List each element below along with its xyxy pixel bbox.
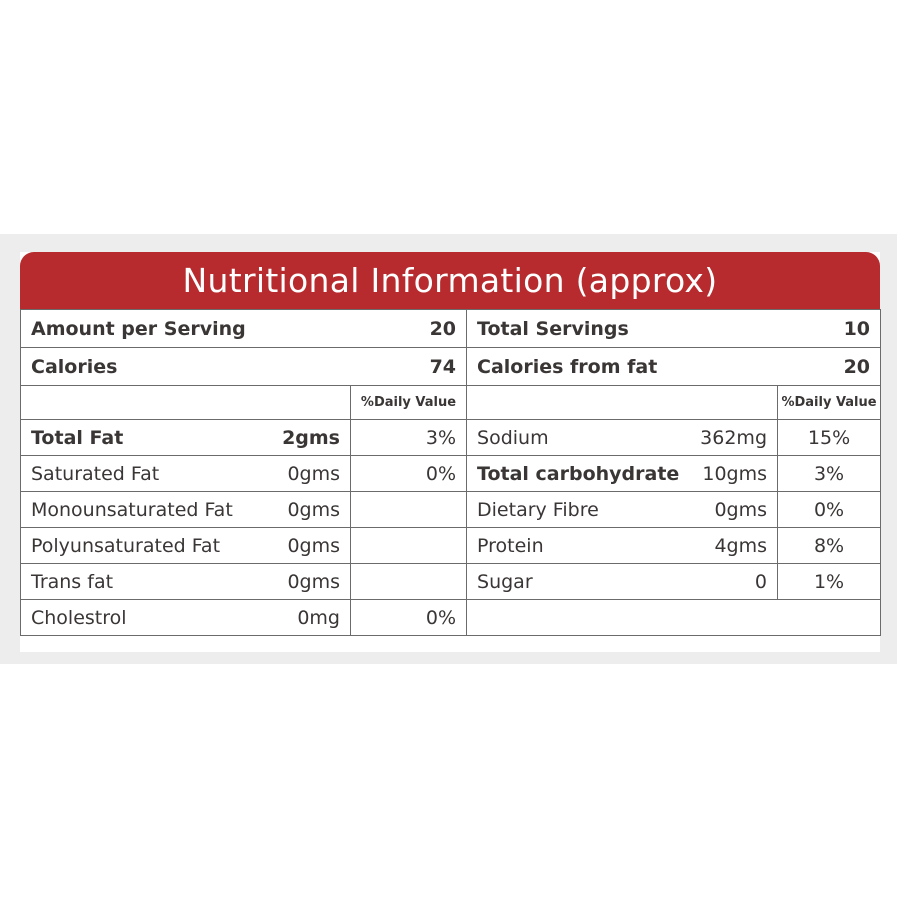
nutrient-name: Monounsaturated Fat xyxy=(31,498,233,521)
nutrient-daily-value: 0% xyxy=(777,491,882,528)
nutrient-cell-right: Dietary Fibre 0gms xyxy=(466,491,779,528)
summary-row-1: Amount per Serving 20 Total Servings 10 xyxy=(19,309,882,348)
nutrient-name: Sugar xyxy=(477,570,533,593)
nutrient-cell-right: Sodium 362mg xyxy=(466,419,779,456)
empty-cell-right xyxy=(466,599,882,636)
label-title: Nutritional Information (approx) xyxy=(20,252,880,309)
nutrient-row: Cholestrol 0mg 0% xyxy=(20,599,882,636)
nutrient-name: Polyunsaturated Fat xyxy=(31,534,221,557)
nutrient-cell-left: Polyunsaturated Fat 0gms xyxy=(20,527,351,564)
nutrition-label: Nutritional Information (approx) Amount … xyxy=(19,252,882,652)
daily-value-header-row: %Daily Value %Daily Value xyxy=(20,385,882,420)
nutrient-daily-value: 1% xyxy=(777,563,882,600)
nutrient-name: Cholestrol xyxy=(31,606,127,629)
nutrient-daily-value xyxy=(349,527,468,564)
summary-row-2: Calories 74 Calories from fat 20 xyxy=(19,347,882,386)
nutrient-amount: 4gms xyxy=(714,534,768,557)
nutrient-amount: 362mg xyxy=(700,426,768,449)
nutrient-amount: 10gms xyxy=(702,462,768,485)
nutrient-cell-right: Sugar 0 xyxy=(466,563,779,600)
nutrient-cell-left: Saturated Fat 0gms xyxy=(20,455,351,492)
nutrient-amount: 0gms xyxy=(287,534,340,557)
nutrient-cell-right: Protein 4gms xyxy=(466,527,779,564)
nutrient-name: Trans fat xyxy=(31,570,114,593)
nutrient-daily-value: 3% xyxy=(349,419,468,456)
nutrient-amount: 0gms xyxy=(287,462,340,485)
amount-per-serving-cell: Amount per Serving 20 xyxy=(19,309,468,348)
calories-value: 74 xyxy=(429,355,457,378)
nutrition-table: Amount per Serving 20 Total Servings 10 … xyxy=(19,309,882,636)
nutrient-cell-right: Total carbohydrate 10gms xyxy=(466,455,779,492)
empty-header-cell-left xyxy=(20,385,351,420)
nutrient-row: Total Fat 2gms 3% Sodium 362mg 15% xyxy=(20,419,882,456)
nutrient-amount: 0mg xyxy=(297,606,340,629)
nutrient-row: Saturated Fat 0gms 0% Total carbohydrate… xyxy=(20,455,882,492)
amount-per-serving-label: Amount per Serving xyxy=(31,317,246,340)
nutrient-row: Polyunsaturated Fat 0gms Protein 4gms 8% xyxy=(20,527,882,564)
calories-label: Calories xyxy=(31,355,118,378)
nutrient-row: Monounsaturated Fat 0gms Dietary Fibre 0… xyxy=(20,491,882,528)
nutrient-amount: 0 xyxy=(754,570,768,593)
nutrient-row: Trans fat 0gms Sugar 0 1% xyxy=(20,563,882,600)
nutrient-name: Saturated Fat xyxy=(31,462,160,485)
nutrient-amount: 0gms xyxy=(287,498,340,521)
daily-value-header-right: %Daily Value xyxy=(777,385,882,420)
total-servings-cell: Total Servings 10 xyxy=(466,309,882,348)
nutrient-daily-value: 15% xyxy=(777,419,882,456)
empty-header-cell-right xyxy=(466,385,779,420)
nutrient-daily-value: 3% xyxy=(777,455,882,492)
nutrient-name: Total carbohydrate xyxy=(477,462,680,485)
nutrient-cell-left: Monounsaturated Fat 0gms xyxy=(20,491,351,528)
nutrient-amount: 0gms xyxy=(714,498,768,521)
nutrient-name: Protein xyxy=(477,534,544,557)
nutrient-amount: 0gms xyxy=(287,570,340,593)
nutrient-daily-value: 0% xyxy=(349,455,468,492)
nutrient-name: Sodium xyxy=(477,426,549,449)
total-servings-label: Total Servings xyxy=(477,317,629,340)
amount-per-serving-value: 20 xyxy=(429,317,457,340)
nutrient-name: Total Fat xyxy=(31,426,124,449)
daily-value-header-left: %Daily Value xyxy=(349,385,468,420)
calories-from-fat-value: 20 xyxy=(843,355,871,378)
nutrient-daily-value xyxy=(349,563,468,600)
calories-from-fat-cell: Calories from fat 20 xyxy=(466,347,882,386)
total-servings-value: 10 xyxy=(843,317,871,340)
nutrient-daily-value: 8% xyxy=(777,527,882,564)
nutrient-cell-left: Trans fat 0gms xyxy=(20,563,351,600)
nutrient-cell-left: Total Fat 2gms xyxy=(20,419,351,456)
nutrient-amount: 2gms xyxy=(282,426,340,449)
calories-from-fat-label: Calories from fat xyxy=(477,355,658,378)
nutrient-daily-value xyxy=(349,491,468,528)
nutrient-cell-left: Cholestrol 0mg xyxy=(20,599,351,636)
nutrient-name: Dietary Fibre xyxy=(477,498,599,521)
calories-cell: Calories 74 xyxy=(19,347,468,386)
nutrient-daily-value: 0% xyxy=(349,599,468,636)
